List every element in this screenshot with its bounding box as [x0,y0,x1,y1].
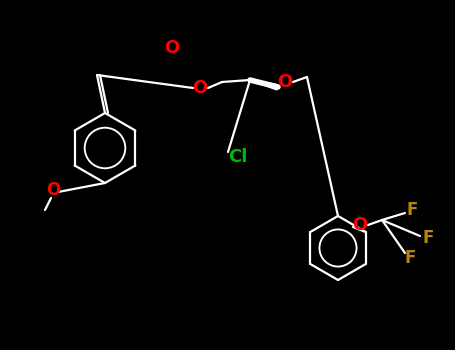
Text: O: O [278,73,293,91]
Text: F: F [404,249,416,267]
Text: F: F [406,201,418,219]
Text: F: F [422,229,434,247]
Text: Cl: Cl [228,148,248,166]
Text: O: O [352,216,368,234]
Text: O: O [164,39,180,57]
Text: O: O [192,79,207,97]
Polygon shape [250,80,277,90]
Text: O: O [46,181,60,199]
